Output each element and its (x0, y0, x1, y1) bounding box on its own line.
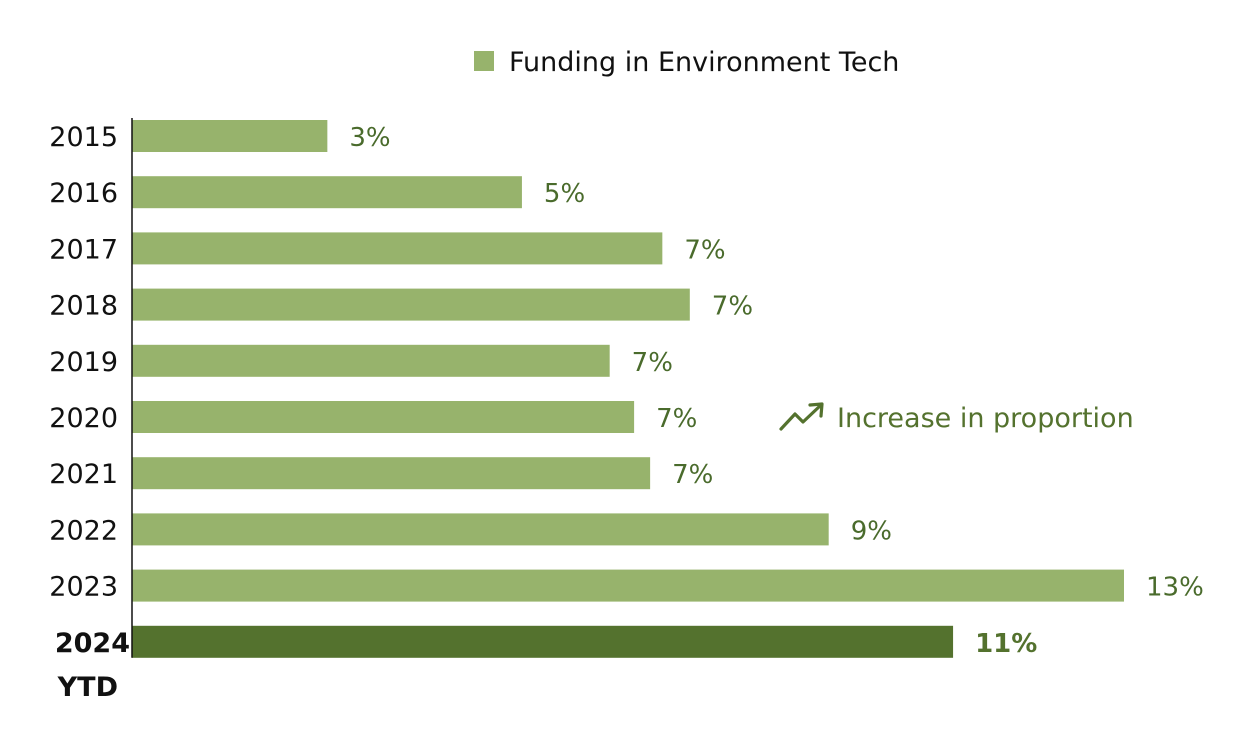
value-label: 13% (1146, 573, 1204, 603)
bar-2018 (132, 288, 690, 321)
value-label: 9% (851, 516, 892, 546)
bar-2016 (132, 176, 522, 209)
legend: Funding in Environment Tech (474, 47, 899, 78)
bar-2015 (132, 120, 328, 152)
category-label: 2022 (49, 515, 118, 546)
bar-2017 (132, 232, 663, 265)
bar-2023 (132, 569, 1124, 602)
category-label: 2018 (49, 291, 118, 322)
category-label: 2017 (49, 234, 118, 265)
value-label: 7% (632, 348, 673, 378)
value-label: 7% (656, 404, 697, 434)
legend-label: Funding in Environment Tech (509, 47, 899, 78)
bar-2020 (132, 401, 635, 433)
category-label: 2021 (49, 459, 118, 490)
value-label: 7% (684, 235, 725, 265)
bar-2021 (132, 457, 651, 490)
category-label: 2024 YTD (55, 628, 130, 703)
category-label: 2016 (49, 178, 118, 209)
category-labels: 2015 2016 2017 2018 2019 2020 2021 2022 2023 2024… (49, 122, 130, 703)
value-labels: 3% 5% 7% 7% 7% 7% 7% 9% 13% 11% (349, 123, 1203, 659)
category-label: 2023 (49, 572, 118, 603)
annotation: Increase in proportion (779, 402, 1134, 434)
category-label: 2020 (49, 403, 118, 434)
bar-2019 (132, 344, 610, 377)
value-label: 5% (544, 179, 585, 209)
bar-2022 (132, 513, 829, 546)
bar-2024-ytd (132, 625, 954, 658)
annotation-text: Increase in proportion (837, 403, 1134, 434)
bars-group (132, 120, 1124, 658)
value-label: 7% (672, 460, 713, 490)
value-label: 7% (712, 292, 753, 322)
trending-up-icon (779, 402, 824, 431)
category-label: 2019 (49, 347, 118, 378)
value-label: 11% (975, 629, 1037, 659)
value-label: 3% (349, 123, 390, 153)
legend-swatch (474, 51, 494, 71)
category-label: 2015 (49, 122, 118, 153)
